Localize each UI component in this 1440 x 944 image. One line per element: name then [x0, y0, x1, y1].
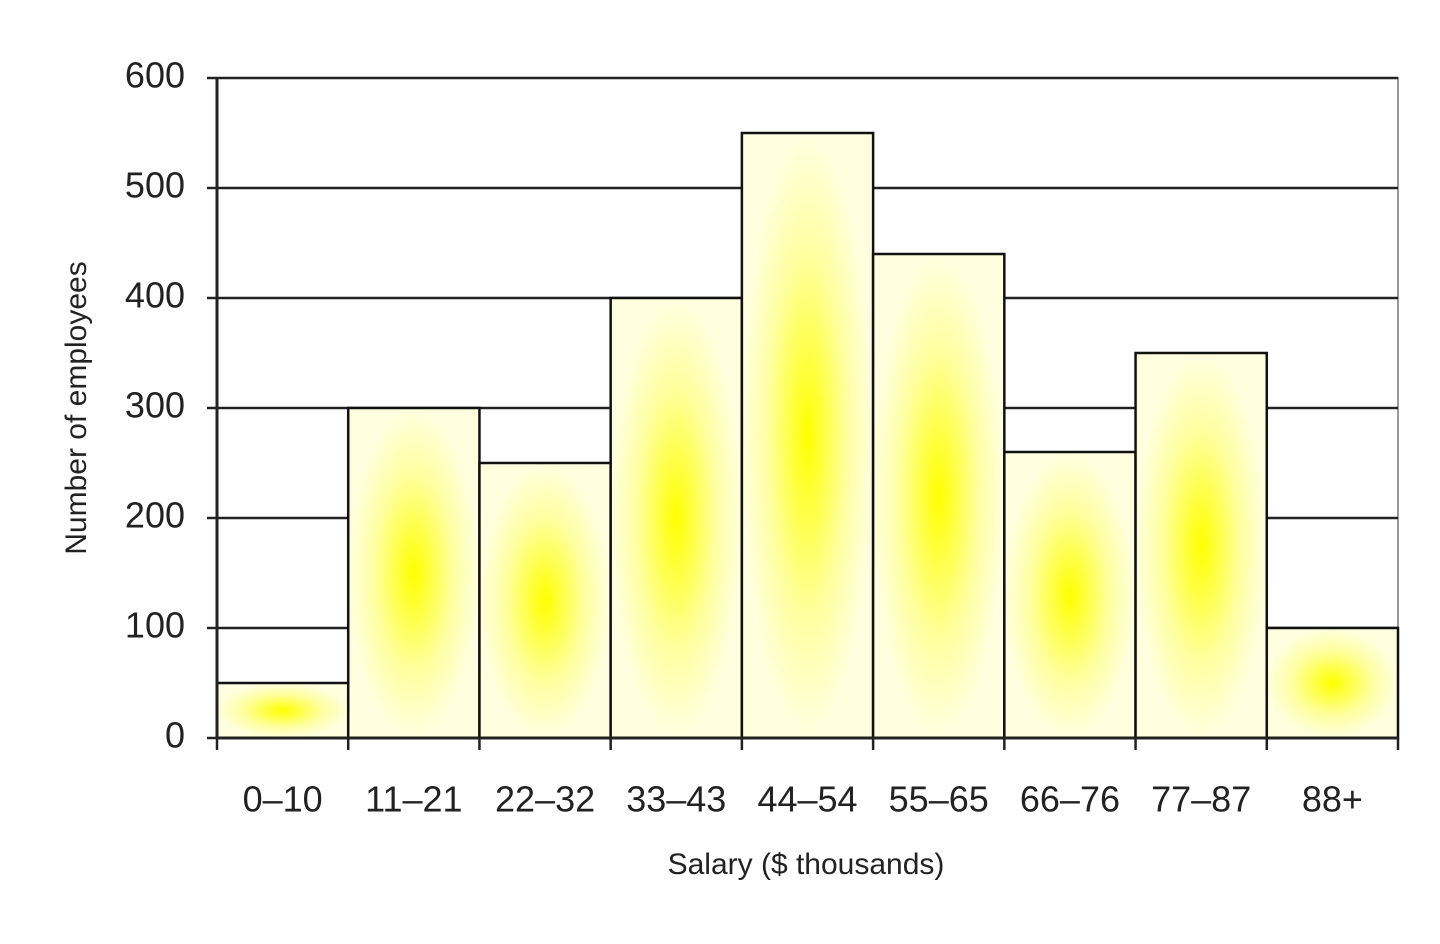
y-tick-label: 300: [125, 385, 185, 426]
bar: [609, 296, 744, 740]
bar: [1003, 450, 1137, 740]
y-tick-label: 500: [125, 165, 185, 206]
x-tick-label: 77–87: [1151, 779, 1251, 820]
x-tick-label: 0–10: [243, 779, 323, 820]
x-axis-label: Salary ($ thousands): [668, 848, 945, 881]
y-tick-label: 100: [125, 605, 185, 646]
y-axis-label: Number of employees: [60, 261, 93, 554]
x-tick-label: 33–43: [626, 779, 726, 820]
bar: [871, 252, 1006, 740]
x-tick-label: 88+: [1302, 779, 1363, 820]
y-tick-label: 400: [125, 275, 185, 316]
y-tick-label: 200: [125, 495, 185, 536]
x-tick-label: 55–65: [889, 779, 989, 820]
bar: [1265, 626, 1400, 740]
x-tick-label: 44–54: [757, 779, 857, 820]
bar: [740, 131, 875, 740]
bar: [215, 681, 350, 740]
y-tick-label: 600: [125, 55, 185, 96]
x-tick-label: 66–76: [1020, 779, 1120, 820]
bar: [1134, 351, 1269, 740]
x-tick-label: 22–32: [495, 779, 595, 820]
bar: [346, 406, 481, 740]
y-tick-label: 0: [165, 715, 185, 756]
bar: [478, 461, 612, 740]
x-tick-label: 11–21: [365, 779, 462, 820]
